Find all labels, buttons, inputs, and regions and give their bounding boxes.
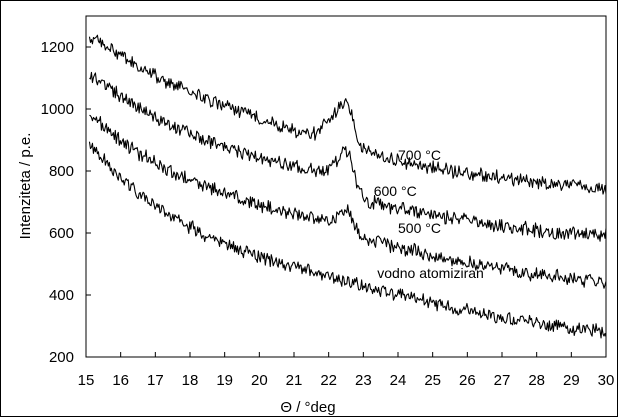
y-tick-label-1000: 1000 xyxy=(41,101,74,118)
plot-area-border xyxy=(85,15,607,358)
y-tick-label-600: 600 xyxy=(49,225,74,242)
x-tick-label-23: 23 xyxy=(355,372,372,389)
plot-layer: 15 16 17 18 19 20 21 22 23 24 25 26 27 28 29 30 200 400 60… xyxy=(41,15,615,389)
x-tick-label-17: 17 xyxy=(147,372,164,389)
series-label-600-c: 600 °C xyxy=(374,183,417,199)
x-tick-label-20: 20 xyxy=(251,372,268,389)
series-label-vodno-atomiziran: vodno atomiziran xyxy=(377,265,484,281)
x-tick-label-24: 24 xyxy=(390,372,407,389)
x-tick-label-29: 29 xyxy=(563,372,580,389)
y-axis-title: Intenziteta / p.e. xyxy=(17,133,34,240)
x-axis-title: Θ / °deg xyxy=(280,399,335,416)
y-tick-label-200: 200 xyxy=(49,349,74,366)
x-tick-label-19: 19 xyxy=(216,372,233,389)
x-tick-label-22: 22 xyxy=(320,372,337,389)
x-tick-label-25: 25 xyxy=(424,372,441,389)
x-tick-label-15: 15 xyxy=(78,372,95,389)
series-line-vodno-atomiziran xyxy=(88,141,607,339)
y-tick-label-1200: 1200 xyxy=(41,39,74,56)
x-tick-label-16: 16 xyxy=(112,372,129,389)
y-tick-label-800: 800 xyxy=(49,163,74,180)
x-tick-label-30: 30 xyxy=(598,372,615,389)
x-tick-label-27: 27 xyxy=(494,372,511,389)
series-label-500-c: 500 °C xyxy=(398,220,441,236)
series-line-700-c xyxy=(88,34,607,195)
x-tick-label-21: 21 xyxy=(286,372,303,389)
series-line-600-c xyxy=(89,71,607,242)
x-tick-label-28: 28 xyxy=(528,372,545,389)
x-tick-label-18: 18 xyxy=(182,372,199,389)
x-tick-label-26: 26 xyxy=(459,372,476,389)
y-tick-label-400: 400 xyxy=(49,287,74,304)
series-line-500-c xyxy=(89,114,607,289)
series-label-700-c: 700 °C xyxy=(398,147,441,163)
